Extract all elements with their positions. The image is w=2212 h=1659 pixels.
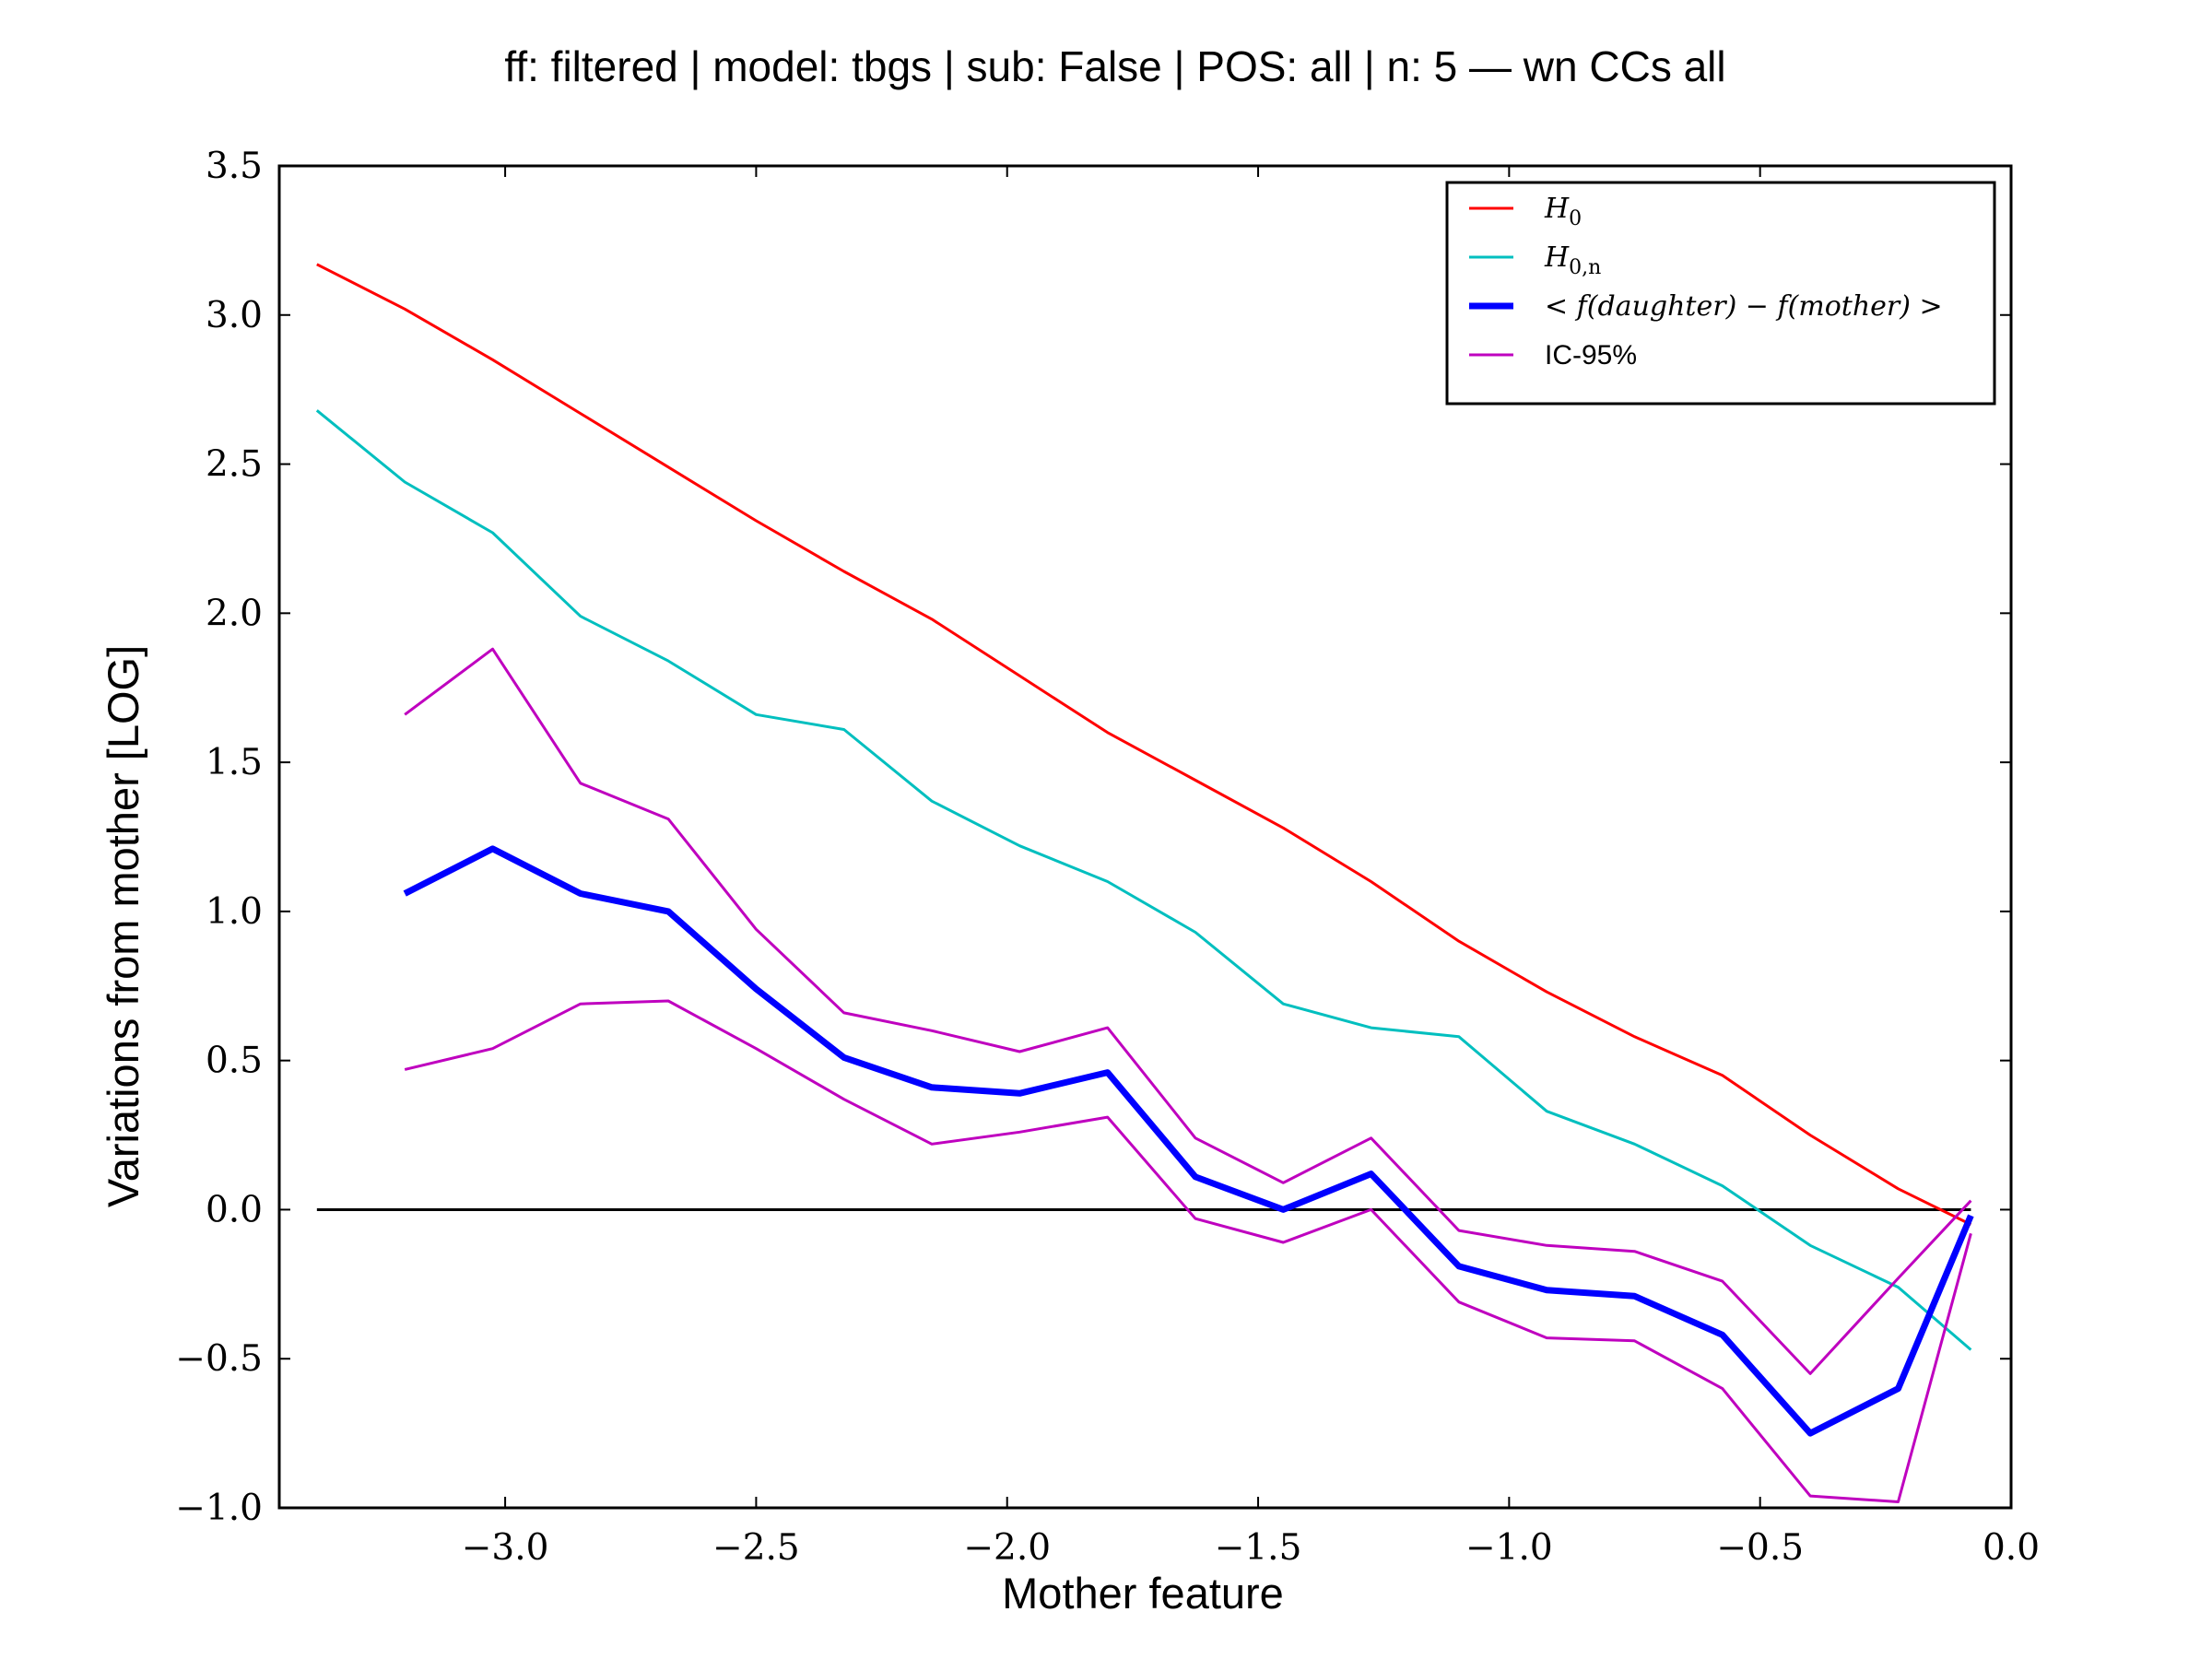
y-tick-label: 2.5 [206, 444, 263, 486]
series-layer [315, 263, 1974, 1503]
y-tick-label: 1.0 [206, 891, 263, 933]
series-line-2 [403, 845, 1974, 1437]
axes-layer: −3.0 −2.5 −2.0 −1.5 −1.0 −0.5 0.0 −1.0 −0.5 0.0 0.… [175, 146, 2040, 1569]
legend: H0 H0,n < f(daughter) − f(mother) > IC-95% [1445, 181, 1996, 406]
y-tick-label: 3.0 [206, 295, 263, 336]
x-tick-label: −3.0 [462, 1527, 549, 1569]
y-tick-label: 3.5 [206, 146, 263, 187]
legend-label: H0,n [1544, 241, 1601, 279]
legend-box [1445, 181, 1996, 406]
x-tick-label: −2.5 [712, 1527, 800, 1569]
plot-frame [277, 164, 2013, 1510]
y-tick-label: 2.0 [206, 593, 263, 634]
legend-label: H0 [1544, 193, 1582, 230]
y-axis-label: Variations from mother [LOG] [99, 645, 147, 1207]
y-tick-label: 0.0 [206, 1189, 263, 1230]
series-line-1 [315, 409, 1972, 1351]
series-line-4 [404, 999, 1972, 1503]
legend-label: < f(daughter) − f(mother) > [1545, 290, 1943, 323]
x-tick-label: 0.0 [1983, 1527, 2040, 1569]
legend-label: IC-95% [1545, 340, 1637, 371]
x-tick-label: −1.5 [1215, 1527, 1302, 1569]
x-tick-label: −0.5 [1716, 1527, 1804, 1569]
y-tick-label: 0.5 [206, 1041, 263, 1082]
x-axis-label: Mother feature [1002, 1569, 1284, 1618]
series-line-3 [404, 647, 1972, 1375]
chart-title: ff: filtered | model: tbgs | sub: False … [504, 42, 1725, 90]
y-tick-label: 1.5 [206, 742, 263, 783]
series-line-0 [316, 263, 1972, 1226]
y-tick-label: −0.5 [175, 1338, 263, 1380]
y-tick-label: −1.0 [175, 1488, 263, 1529]
x-tick-label: −1.0 [1465, 1527, 1553, 1569]
x-tick-label: −2.0 [963, 1527, 1051, 1569]
